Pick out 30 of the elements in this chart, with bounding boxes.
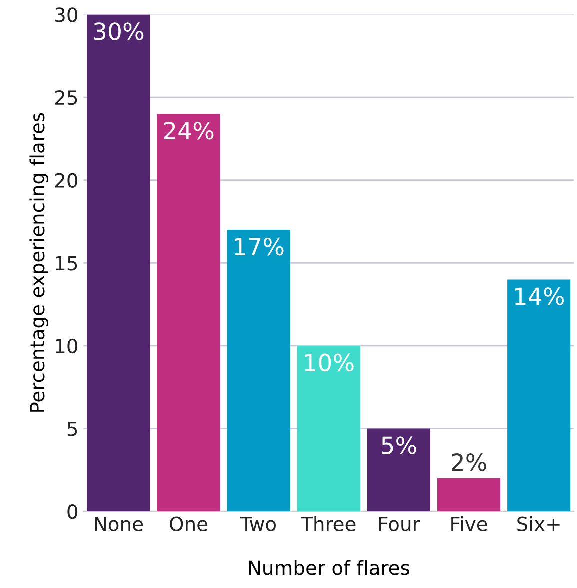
x-tick-label: Six+ (518, 516, 560, 532)
x-tick-label: Four (380, 517, 420, 532)
x-tick-label: Five (452, 516, 488, 532)
y-tick-label: 15 (56, 256, 78, 271)
x-tick-label: Two (240, 517, 276, 532)
data-label: 10% (305, 354, 354, 372)
data-label: 5% (382, 436, 416, 454)
data-label: 17% (235, 238, 284, 256)
bar (297, 346, 360, 512)
y-tick-label: 20 (55, 173, 78, 188)
y-axis-title: Percentage experiencing flares (30, 113, 49, 412)
x-tick-label: One (170, 516, 208, 532)
y-tick-label: 5 (68, 422, 78, 436)
y-tick-label: 10 (56, 338, 78, 354)
data-label: 24% (164, 122, 214, 140)
bar (87, 14, 150, 512)
bar (227, 230, 290, 512)
data-label: 30% (94, 22, 144, 40)
bar (157, 114, 220, 512)
bar (437, 478, 501, 512)
bar (367, 428, 430, 512)
y-tick-label: 30 (56, 8, 78, 22)
x-axis-title: Number of flares (249, 560, 410, 576)
data-label: 14% (515, 288, 564, 306)
bar (508, 280, 571, 512)
y-tick-label: 0 (68, 504, 78, 520)
data-label: 2% (452, 454, 486, 472)
x-tick-label: None (95, 517, 144, 532)
y-tick-label: 25 (55, 90, 78, 106)
x-tick-label: Three (300, 516, 356, 532)
